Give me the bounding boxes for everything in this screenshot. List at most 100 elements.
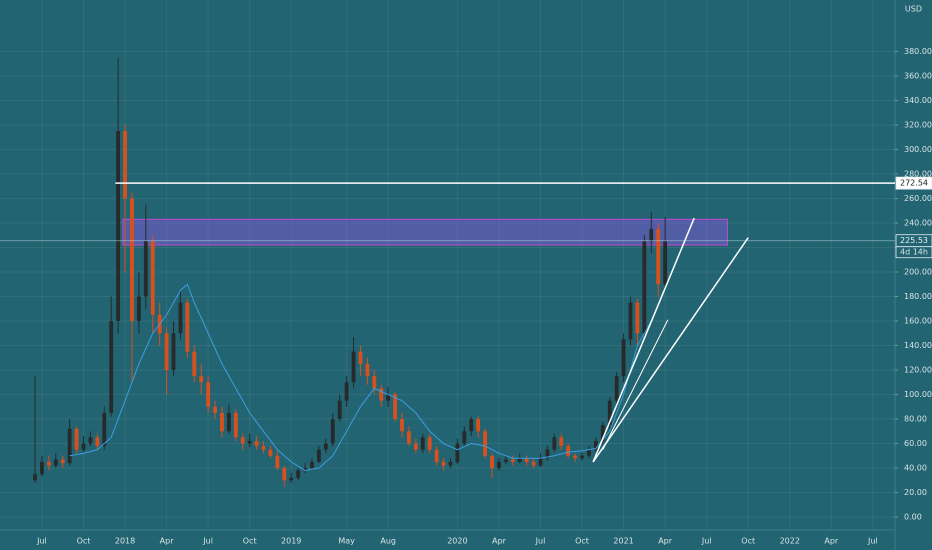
y-tick-label: 180.00 bbox=[904, 292, 932, 301]
x-tick-label: Jul bbox=[701, 537, 712, 546]
candle-body bbox=[448, 461, 453, 466]
candle-body bbox=[323, 443, 328, 450]
x-tick-label: Oct bbox=[77, 537, 91, 546]
x-tick-label: Jul bbox=[867, 537, 878, 546]
trend-line bbox=[592, 217, 695, 463]
candle-body bbox=[213, 406, 217, 413]
candle-body bbox=[545, 449, 550, 459]
x-tick-label: Oct bbox=[243, 537, 257, 546]
candle-body bbox=[164, 333, 169, 371]
candle-body bbox=[199, 376, 204, 383]
candle-body bbox=[53, 459, 58, 466]
candle-body bbox=[317, 449, 321, 462]
candle-body bbox=[150, 241, 155, 315]
y-tick-label: 240.00 bbox=[904, 218, 932, 227]
candle-body bbox=[476, 419, 481, 432]
price-label-box bbox=[895, 176, 932, 190]
candle-body bbox=[303, 468, 307, 471]
y-tick-label: 260.00 bbox=[904, 194, 932, 203]
candle-body bbox=[552, 437, 557, 450]
zone bbox=[122, 218, 728, 246]
candle-body bbox=[116, 131, 121, 322]
x-tick-label: Oct bbox=[575, 537, 589, 546]
candle-body bbox=[413, 443, 418, 450]
candle-body bbox=[40, 461, 44, 475]
candle-body bbox=[497, 461, 501, 469]
candle-body bbox=[649, 229, 654, 242]
y-tick-label: 20.00 bbox=[904, 488, 927, 497]
candle-body bbox=[427, 437, 432, 450]
y-tick-label: 380.00 bbox=[904, 47, 932, 56]
y-tick-label: 140.00 bbox=[904, 341, 932, 350]
x-tick-label: May bbox=[338, 537, 355, 546]
currency: USD bbox=[905, 5, 922, 14]
x-tick-label: 2019 bbox=[281, 537, 301, 546]
candle-body bbox=[490, 455, 494, 469]
trend-line bbox=[602, 319, 669, 450]
candle-body bbox=[95, 437, 100, 446]
y-tick-label: 160.00 bbox=[904, 317, 932, 326]
candle-body bbox=[614, 376, 619, 401]
candle-body bbox=[462, 431, 467, 444]
y-tick-label: 280.00 bbox=[904, 169, 932, 178]
candle-body bbox=[185, 302, 190, 352]
candle-body bbox=[261, 445, 266, 450]
candle-body bbox=[220, 412, 224, 432]
candle-body bbox=[67, 428, 72, 464]
candle-body bbox=[81, 443, 86, 450]
candle-body bbox=[587, 449, 591, 456]
candle-body bbox=[379, 388, 384, 401]
candle-body bbox=[178, 302, 183, 334]
candle-body bbox=[420, 437, 425, 450]
candle-body bbox=[580, 455, 584, 459]
x-tick-label: Jul bbox=[36, 537, 47, 546]
candle-body bbox=[310, 461, 314, 469]
x-tick-label: 2021 bbox=[613, 537, 633, 546]
countdown-box bbox=[895, 246, 932, 259]
candle-body bbox=[227, 412, 231, 432]
candle-body bbox=[330, 419, 335, 444]
candle-body bbox=[192, 351, 197, 377]
candle-body bbox=[143, 241, 148, 297]
candle-body bbox=[130, 198, 134, 322]
x-tick-label: Apr bbox=[160, 537, 175, 546]
y-tick-label: 0.00 bbox=[904, 513, 922, 522]
x-tick-label: Jul bbox=[202, 537, 213, 546]
x-tick-label: Apr bbox=[658, 537, 673, 546]
candle-body bbox=[510, 459, 515, 462]
candle-body bbox=[559, 437, 564, 446]
candle-body bbox=[531, 461, 536, 466]
candle-body bbox=[566, 445, 571, 456]
x-tick-label: Oct bbox=[741, 537, 755, 546]
candle-body bbox=[282, 468, 287, 481]
price-label: 225.53 bbox=[900, 236, 928, 245]
candle-body bbox=[628, 302, 633, 340]
candle-body bbox=[289, 477, 294, 481]
trend-line bbox=[592, 237, 749, 463]
candle-body bbox=[517, 458, 522, 462]
y-tick-label: 340.00 bbox=[904, 96, 932, 105]
candle-body bbox=[275, 455, 280, 469]
x-tick-label: 2018 bbox=[115, 537, 135, 546]
price-label: 272.54 bbox=[900, 179, 928, 188]
y-tick-label: 320.00 bbox=[904, 120, 932, 129]
candle-body bbox=[503, 459, 508, 462]
moving-average bbox=[69, 283, 652, 472]
y-tick-label: 300.00 bbox=[904, 145, 932, 154]
candle-body bbox=[455, 443, 460, 462]
candle-body bbox=[88, 437, 93, 444]
candle-body bbox=[372, 376, 377, 389]
candle-body bbox=[593, 441, 598, 450]
y-tick-label: 360.00 bbox=[904, 71, 932, 80]
candle-body bbox=[538, 458, 543, 466]
candle-body bbox=[268, 449, 273, 456]
candle-body bbox=[74, 428, 79, 450]
candle-body bbox=[233, 412, 238, 438]
candle-body bbox=[573, 455, 578, 459]
candle-body bbox=[240, 437, 245, 444]
y-tick-label: 80.00 bbox=[904, 415, 927, 424]
candle-body bbox=[60, 459, 65, 464]
x-tick-label: 2022 bbox=[780, 537, 800, 546]
